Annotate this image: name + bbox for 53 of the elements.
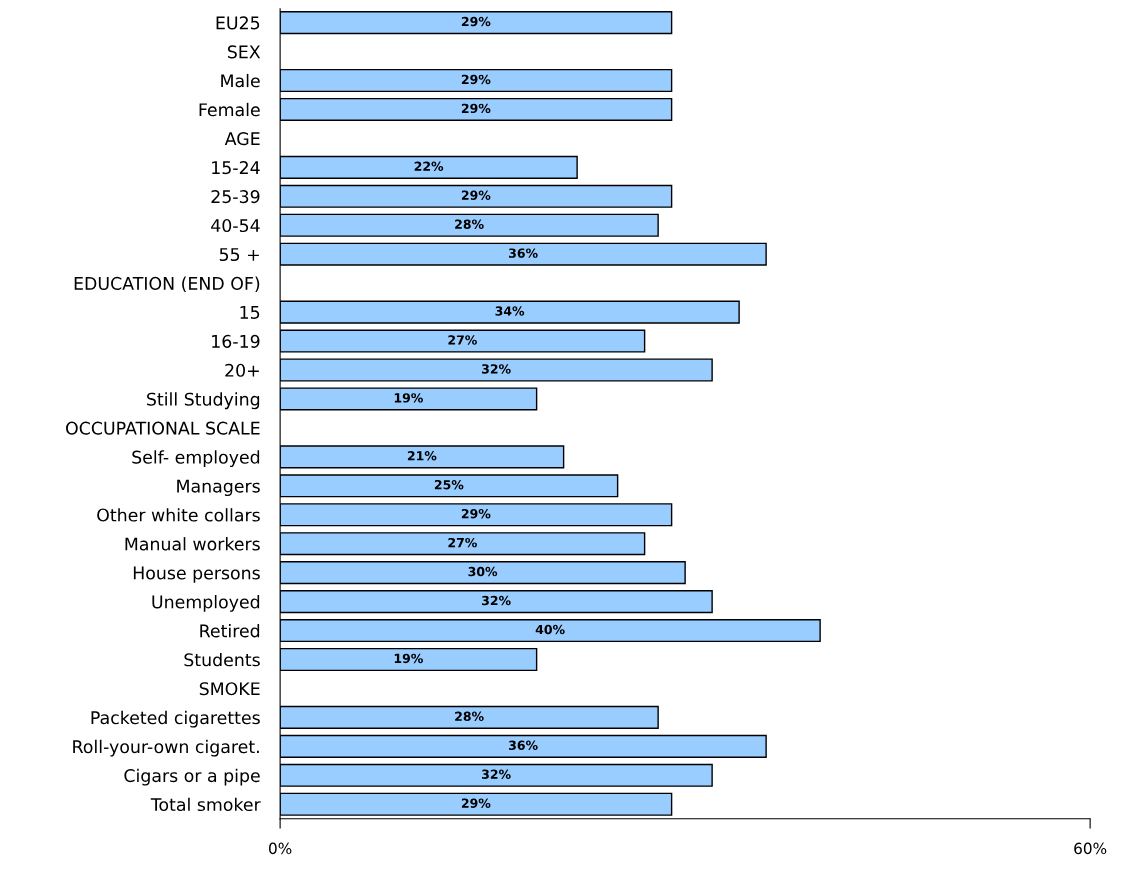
y-tick-label: Retired bbox=[200, 623, 260, 638]
y-tick-label: EU25 bbox=[216, 16, 260, 30]
data-label: 29% bbox=[461, 798, 491, 808]
data-label: 36% bbox=[509, 740, 538, 750]
data-label: 27% bbox=[448, 537, 477, 548]
data-label: 32% bbox=[482, 364, 511, 374]
data-label: 29% bbox=[461, 508, 491, 519]
y-tick-label: SEX bbox=[227, 45, 261, 59]
data-label: 29% bbox=[461, 16, 491, 27]
data-label: 32% bbox=[482, 769, 511, 779]
y-tick-label: OCCUPATIONAL SCALE bbox=[66, 421, 260, 435]
data-label: 25% bbox=[434, 479, 464, 490]
y-tick-label: SMOKE bbox=[199, 682, 260, 696]
y-tick-label: 25-39 bbox=[211, 190, 260, 204]
y-tick-label: 15 bbox=[240, 306, 260, 319]
y-tick-label: Self- employed bbox=[132, 450, 260, 468]
y-tick-label: 20+ bbox=[225, 363, 259, 377]
data-label: 40% bbox=[535, 624, 565, 635]
y-tick-label: Total smoker bbox=[150, 797, 261, 812]
y-tick-label: Packeted cigarettes bbox=[91, 710, 260, 728]
y-tick-label: Students bbox=[184, 652, 260, 667]
y-tick-label: Other white collars bbox=[97, 508, 260, 522]
data-label: 30% bbox=[468, 566, 498, 577]
y-tick-label: 16-19 bbox=[212, 334, 260, 348]
y-tick-label: 15-24 bbox=[212, 161, 260, 175]
data-label: 27% bbox=[448, 335, 477, 345]
y-tick-label: Manual workers bbox=[125, 537, 260, 551]
data-label: 28% bbox=[455, 711, 484, 722]
y-tick-label: Male bbox=[221, 73, 260, 88]
data-label: 19% bbox=[394, 393, 423, 403]
data-label: 21% bbox=[407, 451, 437, 461]
y-tick-label: House persons bbox=[133, 566, 260, 583]
y-tick-label: EDUCATION (END OF) bbox=[74, 276, 260, 293]
y-tick-label: Unemployed bbox=[152, 595, 260, 612]
data-label: 19% bbox=[394, 653, 423, 664]
y-tick-label: 55 + bbox=[219, 248, 259, 262]
y-tick-label: AGE bbox=[224, 132, 260, 146]
data-label: 32% bbox=[482, 595, 511, 606]
data-label: 29% bbox=[461, 190, 491, 200]
y-tick-label: Managers bbox=[177, 479, 260, 497]
x-tick-label: 60% bbox=[1074, 842, 1107, 855]
y-tick-label: 40-54 bbox=[211, 218, 260, 233]
data-label: 28% bbox=[455, 219, 484, 229]
data-label: 22% bbox=[414, 161, 444, 171]
data-label: 29% bbox=[461, 74, 491, 85]
y-tick-label: Roll-your-own cigaret. bbox=[73, 739, 259, 757]
data-label: 34% bbox=[495, 306, 525, 316]
y-tick-label: Cigars or a pipe bbox=[124, 768, 260, 786]
y-tick-label: Still Studying bbox=[147, 392, 260, 410]
y-tick-label: Female bbox=[199, 102, 260, 117]
data-label: 29% bbox=[461, 103, 491, 114]
data-label: 36% bbox=[509, 248, 538, 258]
x-tick-label: 0% bbox=[269, 842, 292, 855]
